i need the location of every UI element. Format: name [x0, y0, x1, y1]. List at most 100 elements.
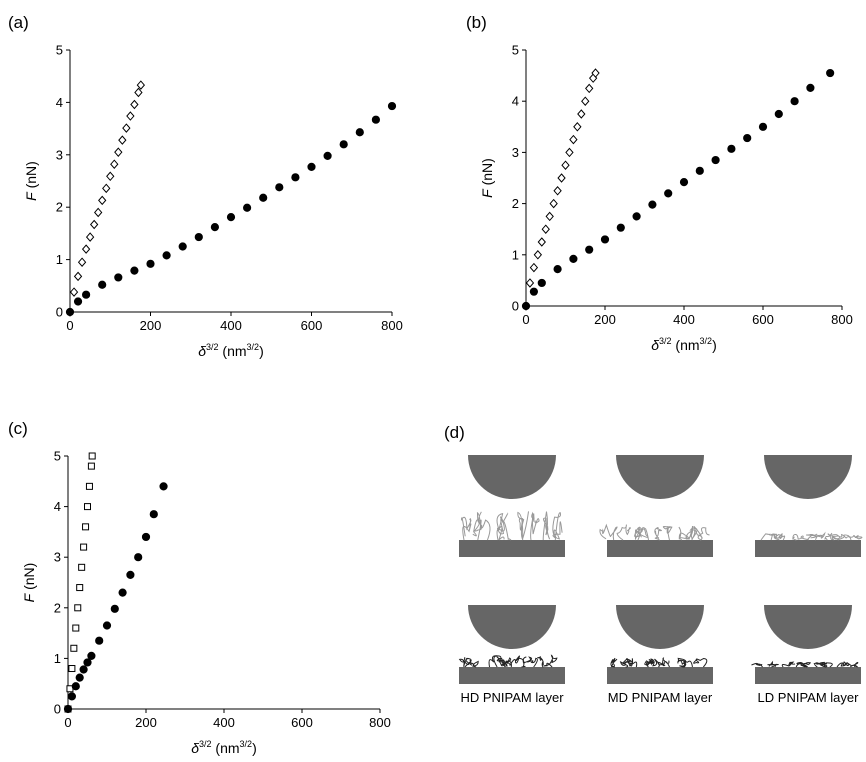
marker — [130, 99, 139, 110]
layer-label: HD PNIPAM layer — [460, 690, 564, 705]
marker — [106, 171, 115, 182]
panel-label: (a) — [8, 13, 29, 32]
polymer-chain — [831, 533, 845, 541]
substrate — [755, 540, 861, 557]
polymer-chain — [472, 519, 482, 541]
marker — [371, 115, 380, 124]
y-tick-label: 4 — [56, 95, 63, 110]
marker — [537, 278, 546, 288]
marker — [85, 482, 93, 490]
x-tick-label: 600 — [291, 715, 313, 730]
x-axis-label-part: 3/2 — [206, 342, 219, 352]
polymer-chain — [843, 534, 863, 541]
indenter — [468, 605, 556, 649]
polymer-chain — [522, 656, 538, 668]
marker — [102, 621, 112, 630]
polymer-chain — [599, 523, 618, 541]
marker — [80, 543, 88, 551]
x-tick-label: 200 — [594, 312, 616, 327]
x-axis-label-part: (nm — [219, 343, 247, 359]
y-tick-label: 5 — [56, 43, 63, 58]
marker — [632, 212, 641, 221]
y-axis-label-part: (nN) — [21, 563, 37, 594]
polymer-chain — [552, 512, 563, 541]
marker — [545, 211, 554, 222]
y-axis-label-part: F — [21, 592, 37, 602]
marker — [118, 135, 127, 145]
y-tick-label: 2 — [54, 600, 61, 615]
x-tick-label: 400 — [220, 318, 242, 333]
x-axis-label: δ3/2 (nm3/2) — [198, 342, 263, 359]
marker — [114, 147, 123, 157]
x-tick-label: 0 — [64, 715, 71, 730]
marker — [616, 223, 625, 232]
marker — [63, 704, 73, 714]
marker — [110, 159, 119, 169]
marker — [758, 122, 768, 131]
marker — [323, 151, 332, 160]
marker — [210, 223, 219, 232]
panel-label: (b) — [466, 13, 487, 32]
marker — [122, 123, 131, 133]
polymer-chain — [693, 526, 710, 541]
marker — [291, 173, 300, 182]
marker — [537, 237, 546, 247]
marker — [75, 673, 84, 682]
marker — [102, 183, 111, 194]
polymer-chain — [751, 662, 763, 668]
marker — [82, 523, 90, 531]
y-tick-label: 4 — [512, 94, 519, 109]
y-tick-label: 3 — [54, 550, 61, 565]
y-axis-label-part: (nN) — [479, 158, 495, 189]
substrate — [607, 667, 713, 684]
marker — [355, 128, 364, 137]
marker — [591, 68, 600, 78]
x-tick-label: 400 — [213, 715, 235, 730]
indenter — [616, 455, 704, 499]
panel-label: (d) — [444, 423, 465, 442]
marker — [74, 604, 82, 612]
marker — [130, 266, 139, 275]
marker — [226, 213, 236, 222]
marker — [114, 273, 123, 282]
indenter — [764, 455, 852, 499]
marker — [664, 189, 673, 198]
y-axis-label: F (nN) — [479, 158, 495, 198]
substrate — [755, 667, 861, 684]
x-tick-label: 400 — [673, 312, 695, 327]
marker — [95, 636, 104, 645]
marker — [529, 262, 539, 273]
polymer-chain — [684, 527, 698, 541]
marker — [73, 271, 83, 282]
y-tick-label: 4 — [54, 499, 61, 514]
marker — [67, 692, 77, 701]
x-tick-label: 0 — [66, 318, 73, 333]
marker — [275, 183, 284, 192]
x-axis-label: δ3/2 (nm3/2) — [651, 336, 716, 353]
polymer-chain — [654, 527, 662, 541]
marker — [695, 166, 704, 175]
layer-label: MD PNIPAM layer — [608, 690, 713, 705]
marker — [77, 257, 87, 267]
marker — [98, 195, 107, 206]
y-axis-label: F (nN) — [23, 161, 39, 201]
y-tick-label: 0 — [56, 305, 63, 320]
marker — [600, 235, 610, 244]
polymer-chain — [677, 659, 693, 668]
marker — [711, 155, 720, 165]
polymer-chain — [813, 662, 828, 668]
marker — [76, 584, 84, 592]
marker — [387, 101, 397, 111]
y-axis-label-part: (nN) — [23, 161, 39, 192]
x-tick-label: 0 — [522, 312, 529, 327]
x-axis-label-part: ) — [712, 337, 717, 353]
x-tick-label: 800 — [831, 312, 853, 327]
x-axis-label: δ3/2 (nm3/2) — [191, 739, 256, 756]
x-axis-label-part: δ — [191, 740, 199, 756]
marker — [533, 250, 543, 260]
marker — [89, 219, 99, 230]
x-tick-label: 200 — [140, 318, 162, 333]
marker — [73, 297, 83, 306]
polymer-chain — [616, 524, 631, 541]
marker — [743, 133, 752, 143]
